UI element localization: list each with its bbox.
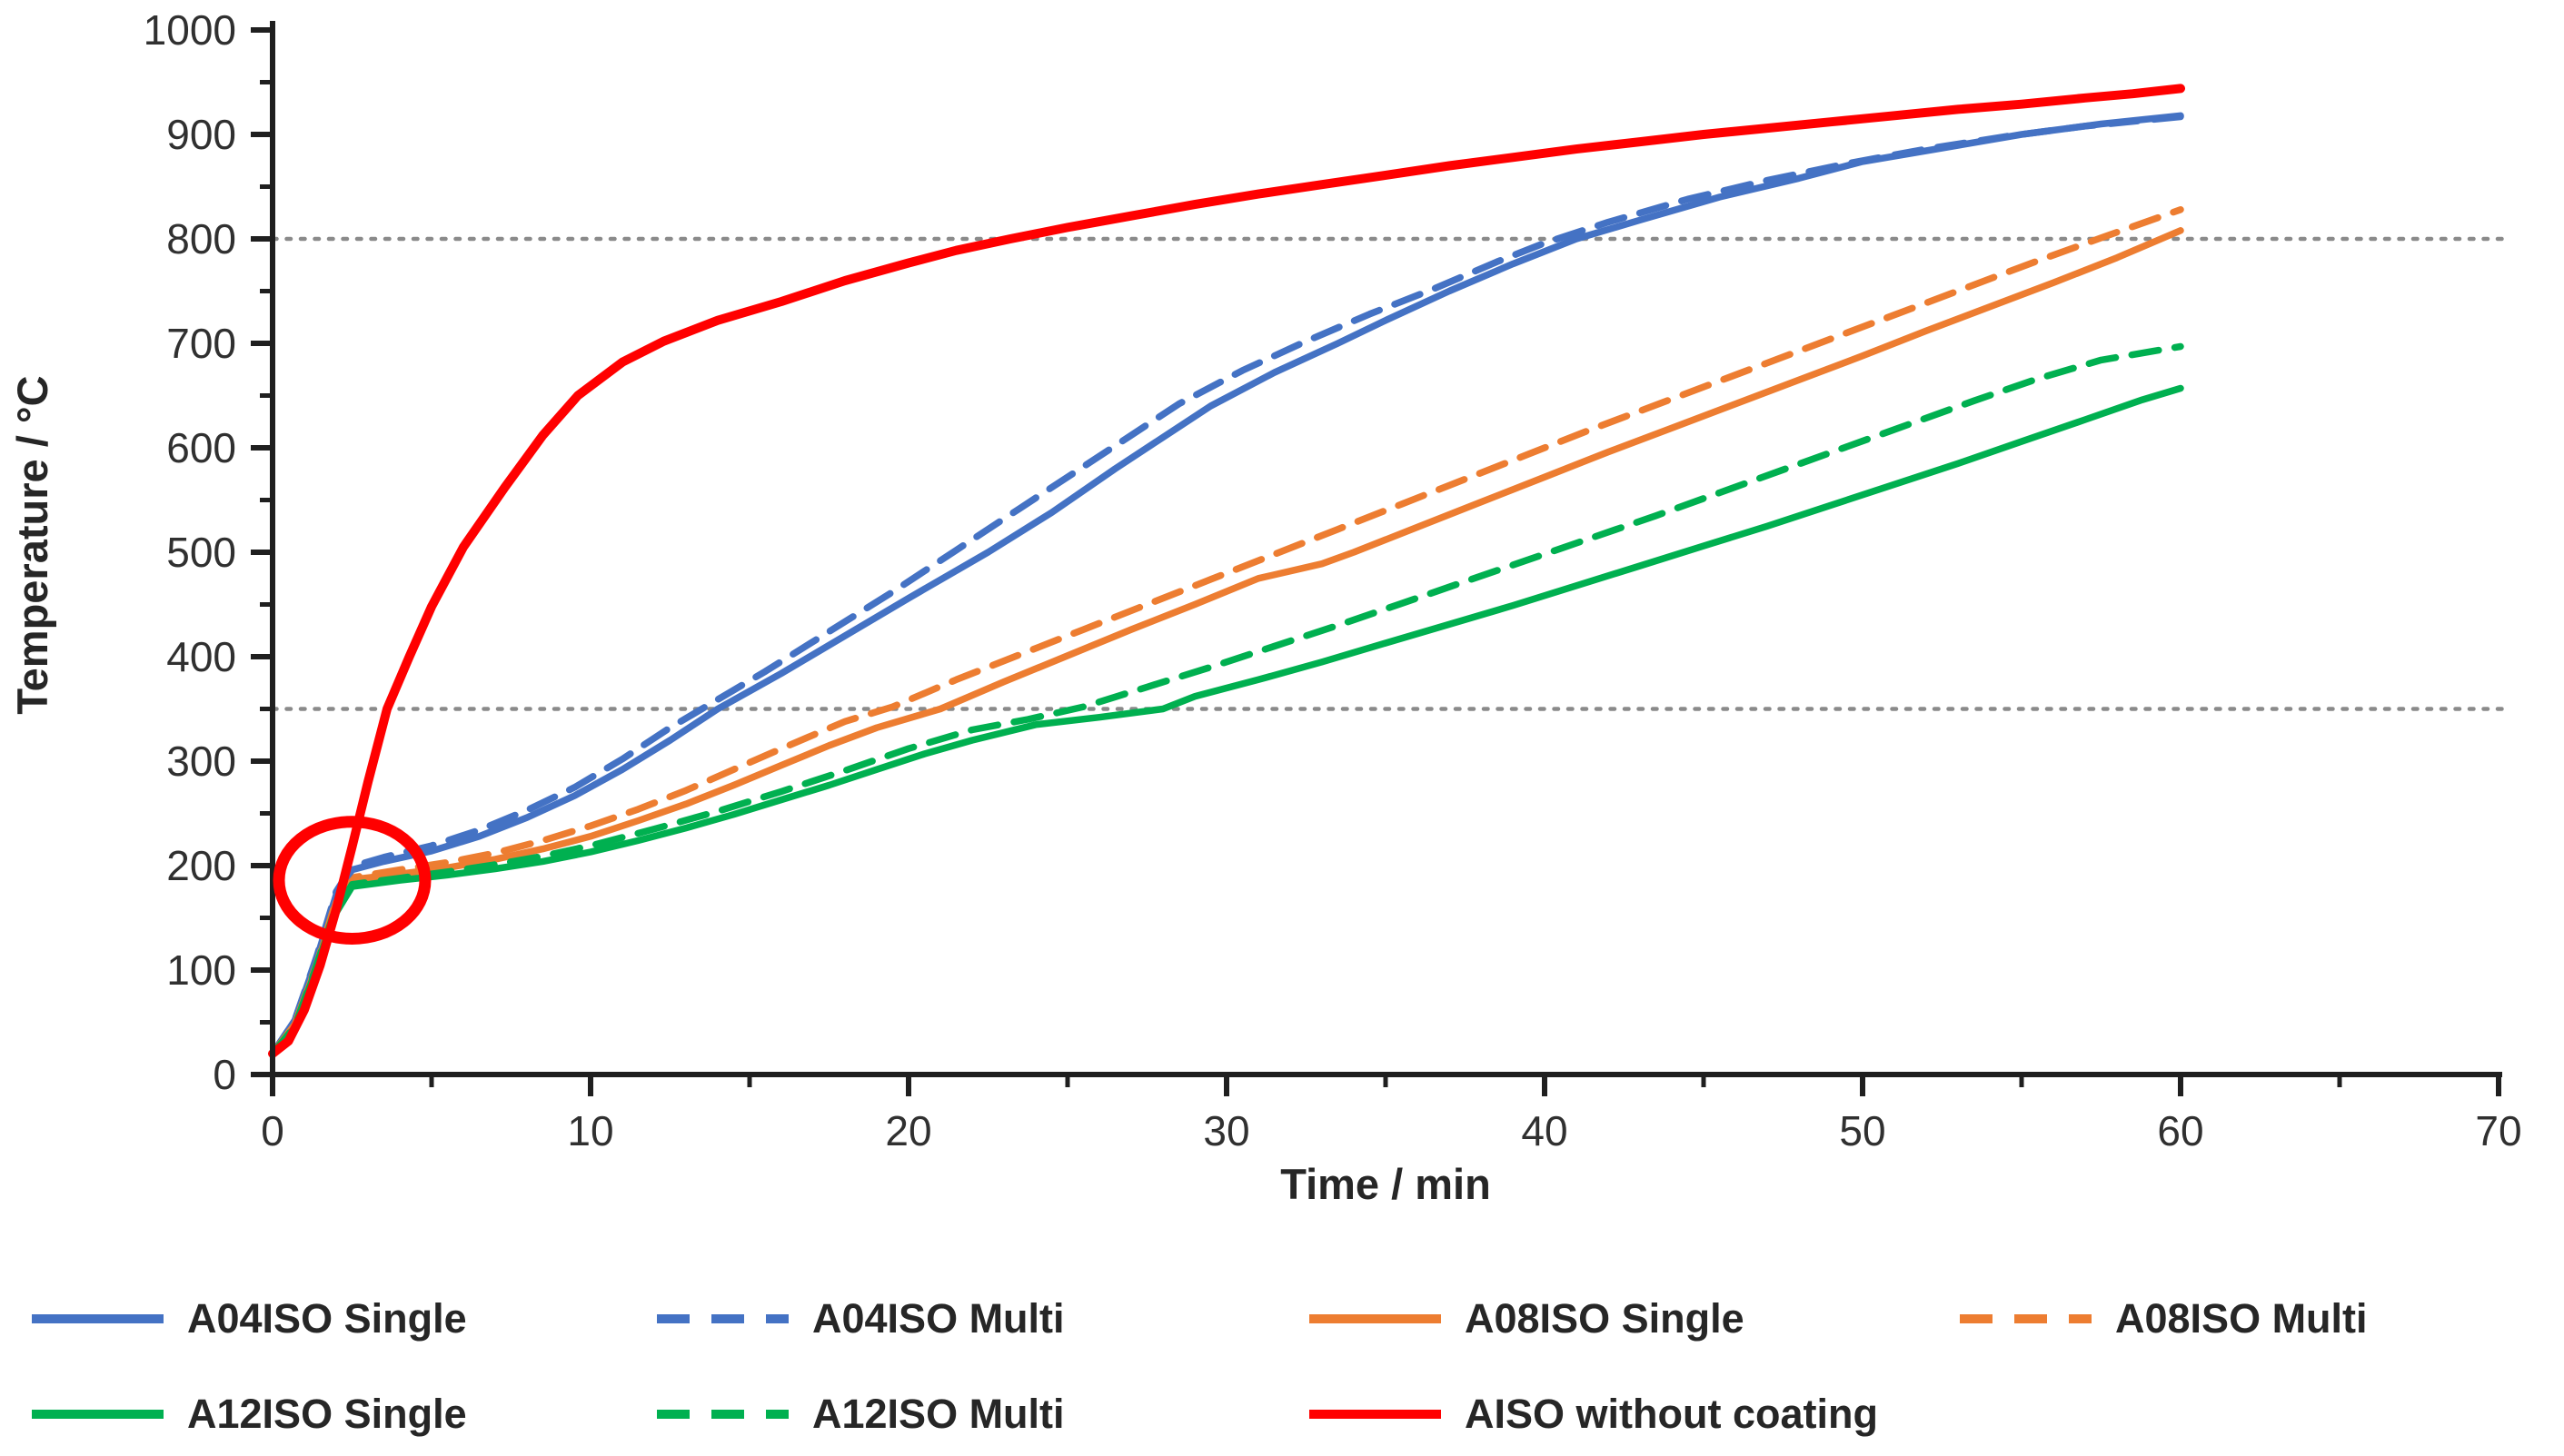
highlight-ellipse-annotation [273, 816, 432, 945]
series-layer [268, 84, 2185, 1058]
series-a04iso-single [269, 112, 2184, 1057]
x-tick-label: 10 [567, 1107, 613, 1154]
legend-item-a08iso-single: A08ISO Single [1309, 1295, 1744, 1342]
legend: A04ISO Single A04ISO Multi A08ISO Single A0… [32, 1295, 2368, 1437]
x-tick-label: 30 [1203, 1107, 1249, 1154]
legend-label: A12ISO Single [187, 1391, 467, 1437]
axes-layer: 0 100 200 300 400 500 600 700 800 900 1000 0 10 20 30 4… [144, 6, 2522, 1154]
legend-label: A12ISO Multi [812, 1391, 1065, 1437]
series-a08iso-single [269, 227, 2184, 1057]
series-aiso-without-coating [268, 84, 2185, 1058]
y-tick-label: 400 [166, 633, 236, 680]
y-tick-label: 700 [166, 320, 236, 367]
x-tick-label: 20 [885, 1107, 931, 1154]
y-tick-label: 100 [166, 946, 236, 994]
legend-label: A08ISO Multi [2115, 1295, 2368, 1342]
legend-label: A04ISO Multi [812, 1295, 1065, 1342]
legend-item-a04iso-single: A04ISO Single [32, 1295, 467, 1342]
y-tick-label: 800 [166, 215, 236, 262]
series-a04iso-multi [269, 113, 2184, 1057]
legend-label: AISO without coating [1465, 1391, 1878, 1437]
x-tick-label: 60 [2157, 1107, 2203, 1154]
y-axis-title: Temperature / °C [8, 375, 56, 714]
x-tick-label: 0 [261, 1107, 284, 1154]
series-a08iso-multi [269, 206, 2184, 1057]
annotation-layer [273, 816, 432, 945]
x-axis-title: Time / min [1280, 1160, 1491, 1208]
gridlines-layer [270, 236, 2512, 711]
x-tick-label: 50 [1839, 1107, 1885, 1154]
legend-label: A04ISO Single [187, 1295, 467, 1342]
y-tick-label: 1000 [144, 6, 236, 54]
x-tick-label: 70 [2475, 1107, 2521, 1154]
legend-item-a12iso-multi: A12ISO Multi [657, 1391, 1065, 1437]
y-tick-label: 200 [166, 842, 236, 889]
y-tick-label: 900 [166, 111, 236, 158]
legend-item-a12iso-single: A12ISO Single [32, 1391, 467, 1437]
legend-item-a04iso-multi: A04ISO Multi [657, 1295, 1065, 1342]
series-a12iso-single [269, 384, 2184, 1057]
y-tick-label: 300 [166, 738, 236, 785]
y-tick-label: 0 [213, 1051, 236, 1098]
legend-label: A08ISO Single [1465, 1295, 1744, 1342]
y-tick-label: 500 [166, 529, 236, 576]
y-tick-label: 600 [166, 424, 236, 471]
legend-item-a08iso-multi: A08ISO Multi [1960, 1295, 2368, 1342]
legend-item-aiso-without-coating: AISO without coating [1309, 1391, 1878, 1437]
series-a12iso-multi [269, 342, 2184, 1057]
x-tick-label: 40 [1521, 1107, 1567, 1154]
